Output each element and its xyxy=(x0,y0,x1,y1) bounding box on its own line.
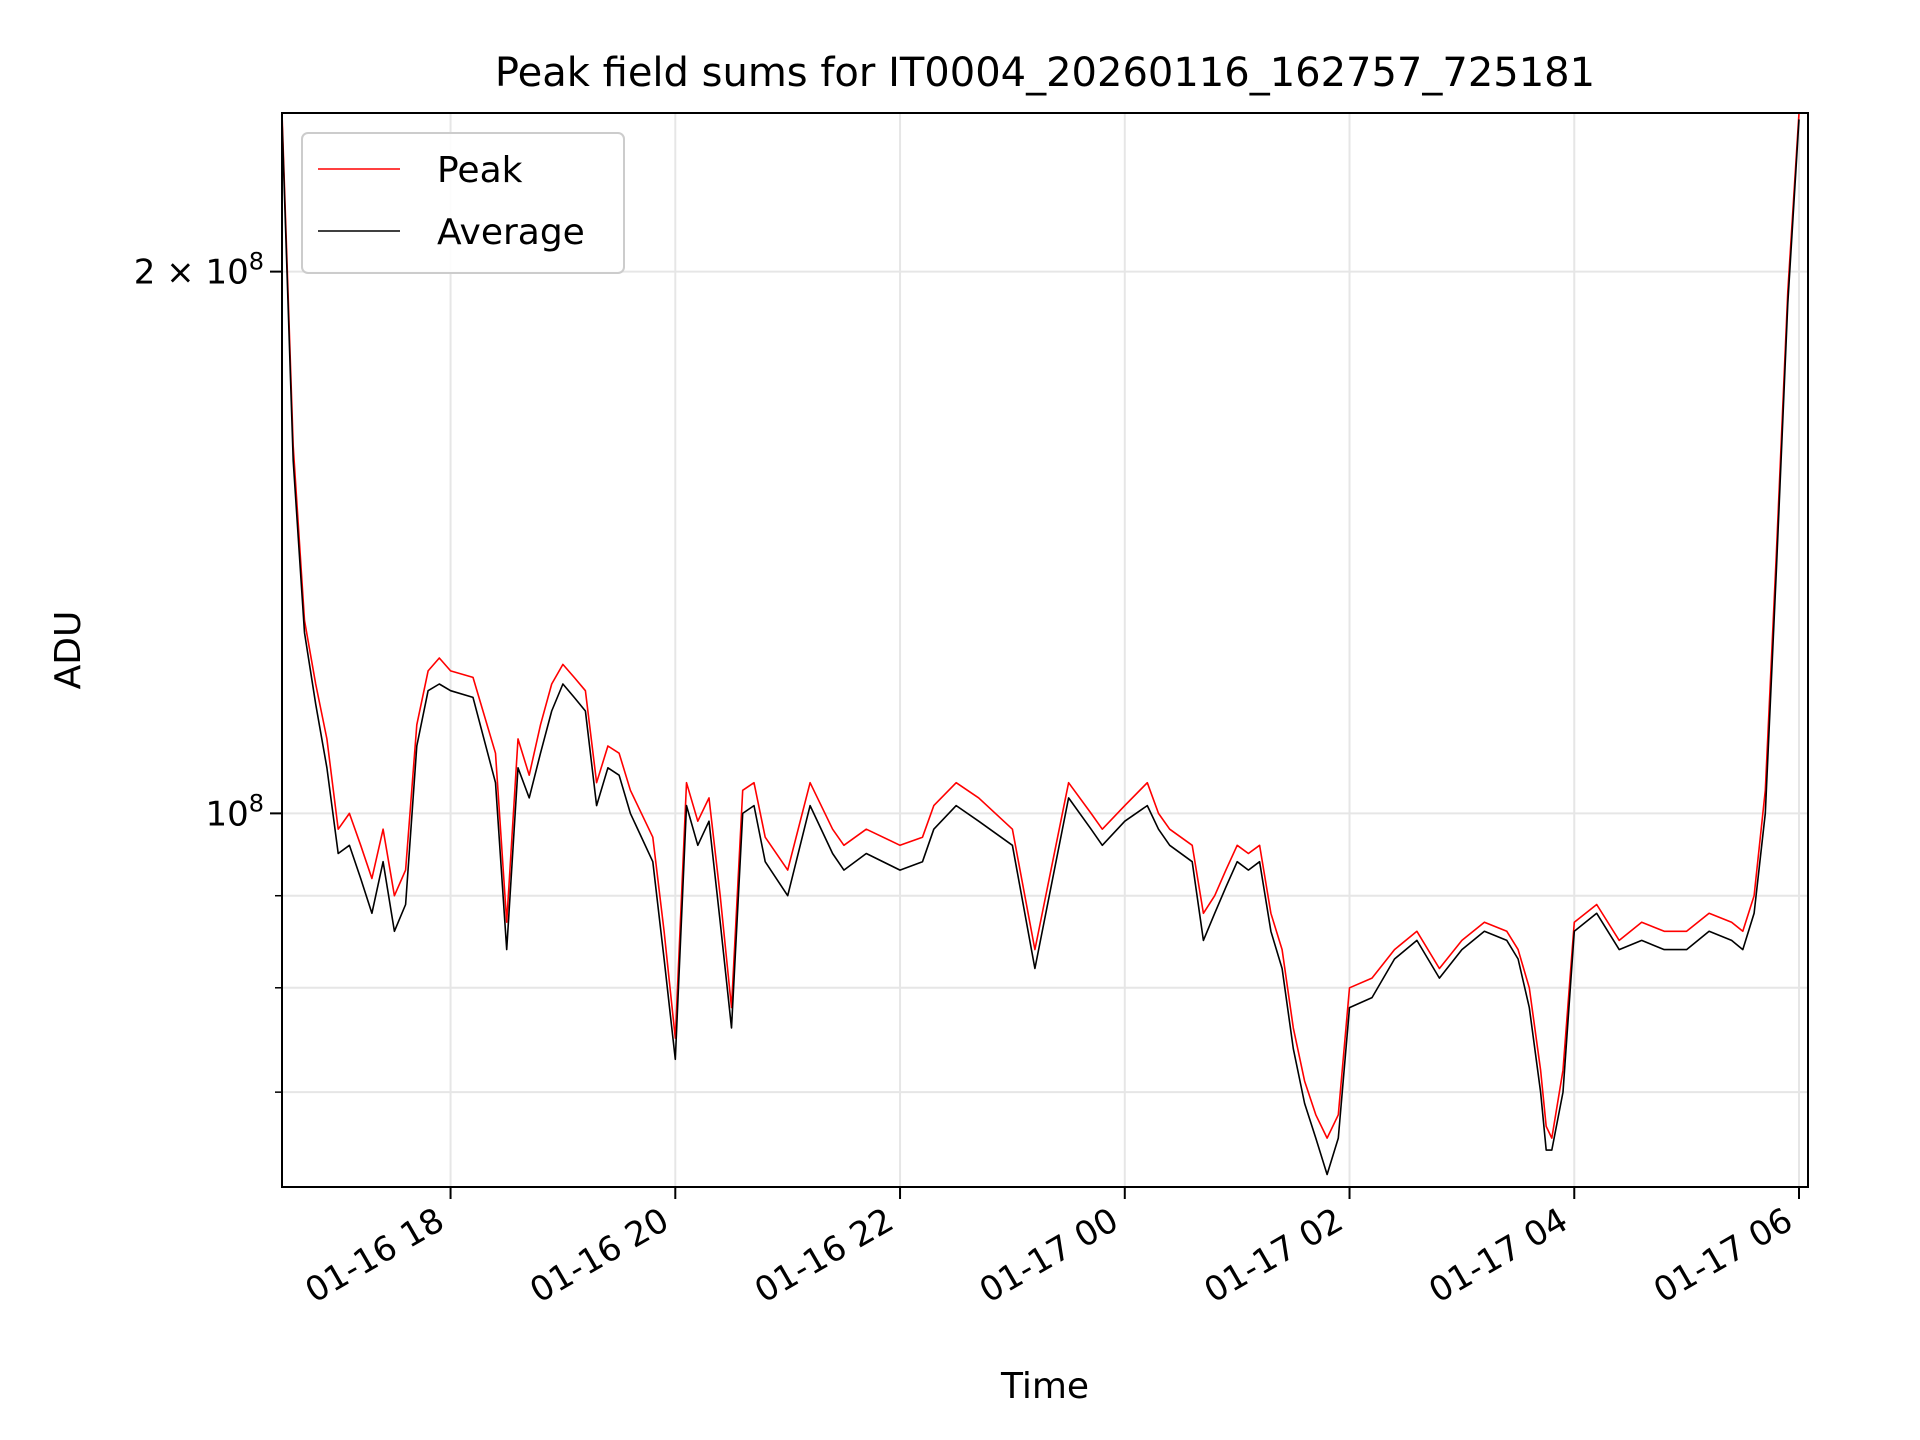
legend-label-peak: Peak xyxy=(437,150,523,191)
legend: Peak Average xyxy=(301,132,625,274)
y-axis: 108 2 × 108 xyxy=(134,248,282,1093)
series-group xyxy=(281,112,1800,1176)
legend-label-average: Average xyxy=(437,212,585,253)
series-line-peak xyxy=(281,112,1800,1139)
y-axis-label: ADU xyxy=(48,611,89,690)
y-tick-label: 108 xyxy=(205,789,264,834)
series-line-average xyxy=(281,119,1800,1176)
grid-lines xyxy=(282,113,1808,1187)
plot-frame xyxy=(281,112,1809,1188)
y-tick-label: 2 × 108 xyxy=(134,248,264,293)
legend-box xyxy=(301,132,625,274)
x-axis-label: Time xyxy=(1000,1366,1089,1407)
chart-title: Peak field sums for IT0004_20260116_1627… xyxy=(495,50,1595,96)
